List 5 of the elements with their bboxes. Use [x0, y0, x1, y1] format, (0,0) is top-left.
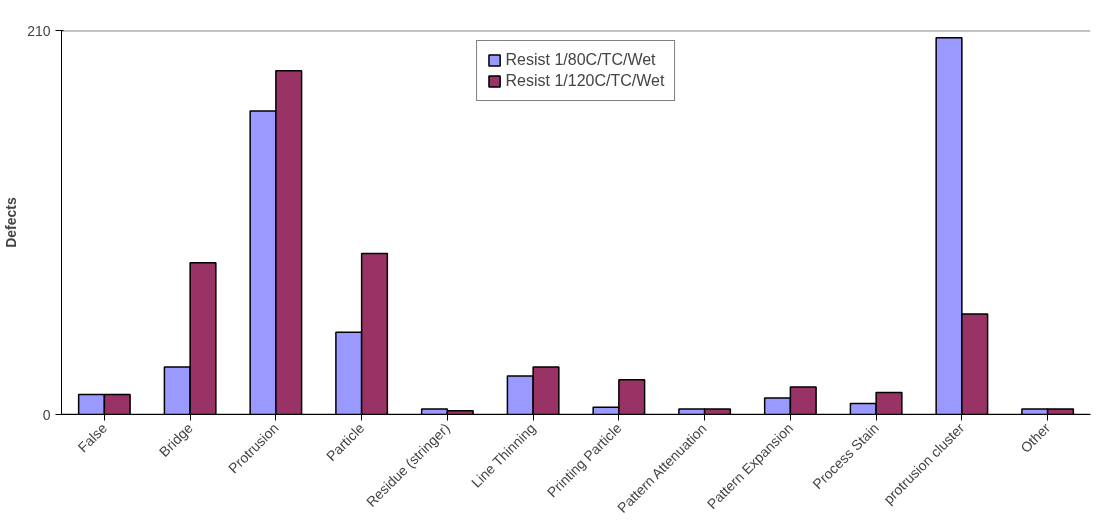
y-tick-label: 210 — [27, 22, 51, 39]
y-tick-label: 0 — [42, 406, 51, 423]
y-axis-title: Defects — [3, 197, 20, 248]
legend-label: Resist 1/120C/TC/Wet — [505, 72, 665, 90]
legend-label: Resist 1/80C/TC/Wet — [505, 51, 656, 69]
